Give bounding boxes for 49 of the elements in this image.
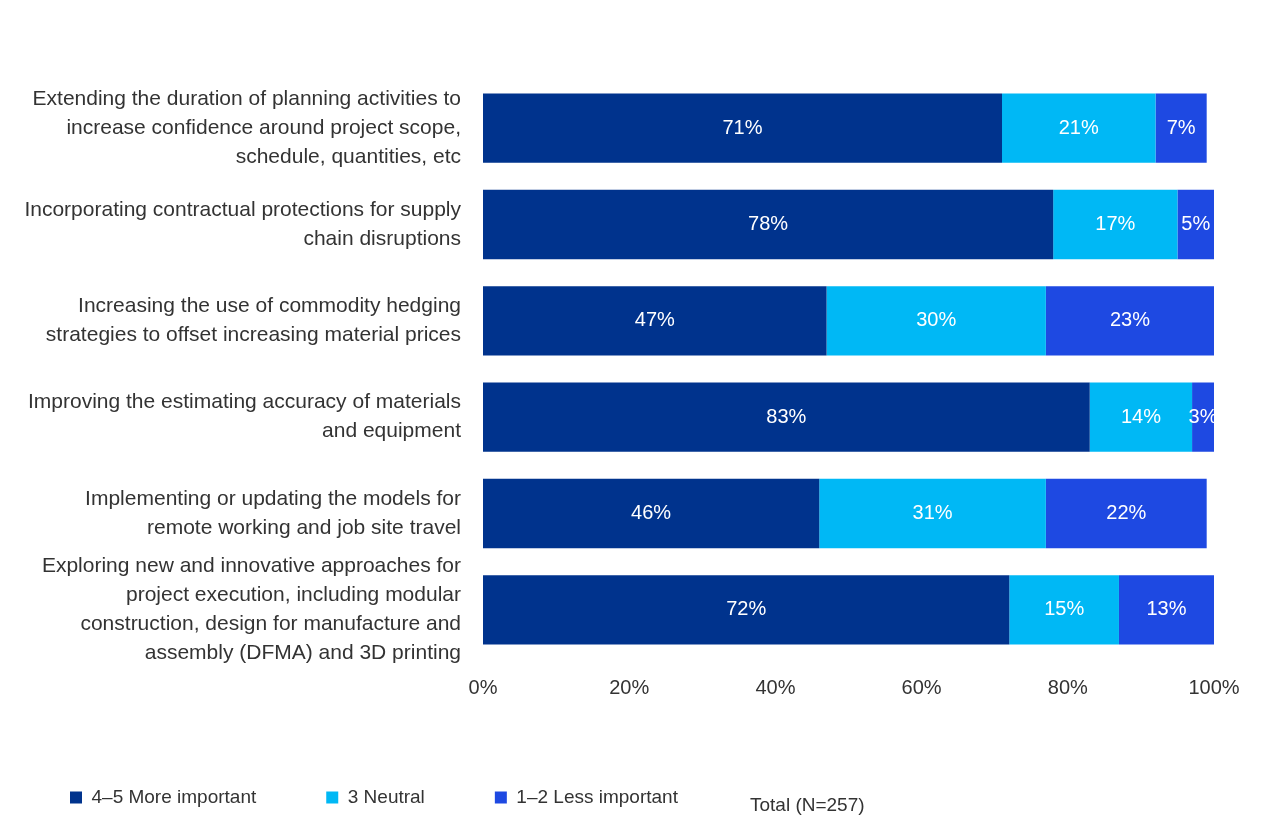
data-label: 30% [916, 308, 957, 331]
legend-label: 3 Neutral [347, 785, 425, 807]
data-label: 14% [1120, 404, 1162, 427]
bar [819, 478, 1046, 549]
y-tick-label: Incorporating contractual protections for supply chain disruptions [24, 196, 462, 249]
y-tick-label: Implementing or updating the models for remote working and job site travel [85, 485, 461, 538]
bar [1177, 189, 1214, 260]
bar [1045, 286, 1214, 356]
data-label: 21% [1058, 115, 1099, 138]
data-label: 78% [748, 211, 789, 234]
bar [483, 286, 827, 356]
data-label: 72% [726, 597, 767, 620]
bar [1045, 478, 1207, 549]
data-label: 7% [1166, 115, 1196, 138]
bar [483, 93, 1003, 163]
data-label: 15% [1044, 597, 1085, 620]
bar [1118, 575, 1214, 645]
bar [483, 382, 1090, 452]
data-label: 23% [1109, 308, 1151, 331]
data-label: 22% [1106, 501, 1147, 524]
y-tick-label: Extending the duration of planning activities to increase confidence around project scope, schedule, quantities, etc [32, 85, 461, 167]
bar [1009, 575, 1119, 645]
bar [826, 286, 1046, 356]
data-label: 71% [722, 115, 763, 138]
x-tick-label: 60% [901, 675, 942, 698]
x-tick-label: 40% [755, 675, 796, 698]
bar [1002, 93, 1156, 163]
data-label: 46% [631, 501, 672, 524]
x-tick-label: 0% [468, 675, 498, 698]
data-label: 31% [912, 501, 953, 524]
data-label: 5% [1181, 211, 1211, 234]
data-label: 13% [1146, 597, 1187, 620]
bar [483, 478, 820, 549]
bar [483, 189, 1054, 260]
legend-label: 4–5 More important [91, 785, 257, 807]
x-tick-label: 100% [1188, 675, 1240, 698]
x-tick-label: 20% [609, 675, 650, 698]
y-tick-label: Improving the estimating accuracy of materials and equipment [27, 389, 462, 442]
bar [483, 575, 1010, 645]
data-label: 83% [766, 404, 807, 427]
y-tick-label: Increasing the use of commodity hedging strategies to offset increasing material prices [45, 293, 461, 346]
data-label: 47% [634, 308, 676, 331]
bar [1053, 189, 1178, 260]
x-tick-label: 80% [1047, 675, 1089, 698]
text: Total (N=257) [750, 794, 865, 816]
legend-label: 1–2 Less important [516, 785, 679, 807]
bar [1155, 93, 1207, 163]
data-label: 17% [1095, 211, 1136, 234]
y-tick-label: Exploring new and innovative approaches for project execution, including modular construction, design for manufacture and assembly (DFMA) and 3D printing [41, 553, 461, 664]
